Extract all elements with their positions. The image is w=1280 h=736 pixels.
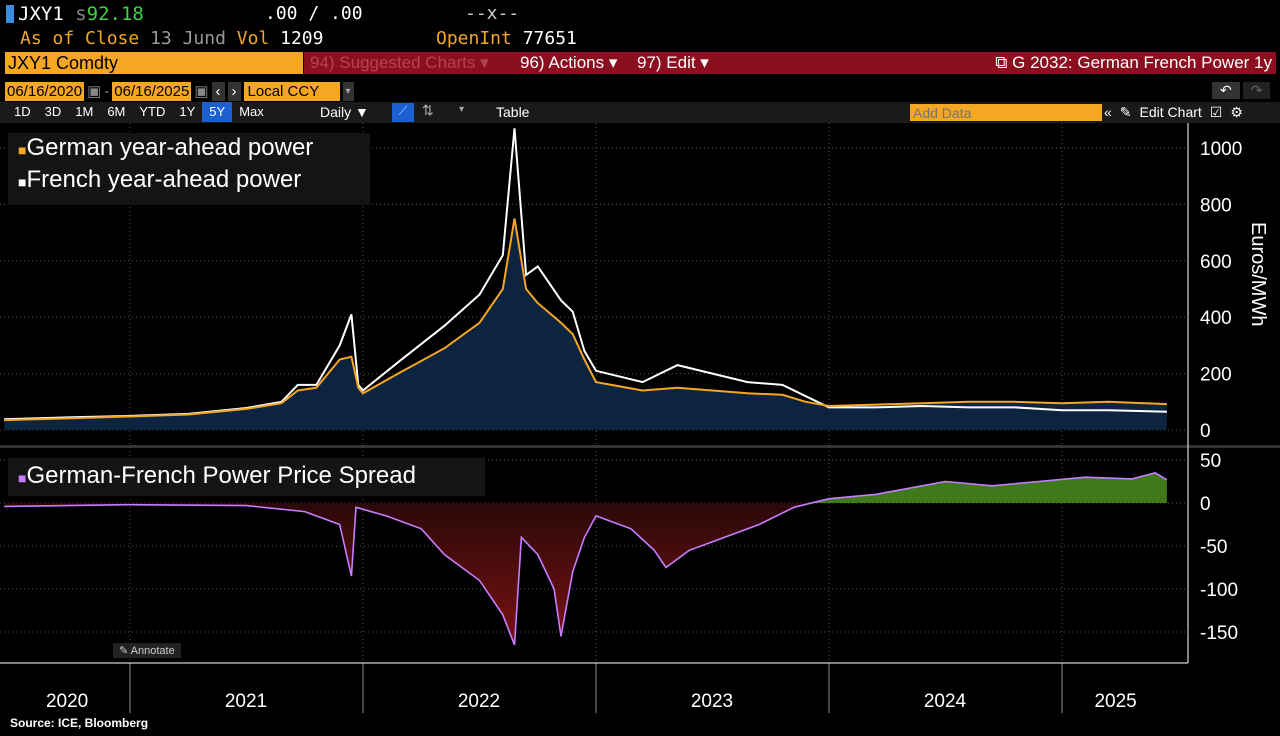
x-tick-label: 2022 <box>458 691 500 712</box>
change: --x-- <box>465 3 520 24</box>
y-tick-label: -150 <box>1200 623 1238 644</box>
chart-type-dropdown-icon[interactable]: ▾ <box>459 104 465 115</box>
bar-chart-icon[interactable]: ⇅ <box>422 102 434 118</box>
actions-button[interactable]: 96) Actions ▾ <box>514 52 632 74</box>
open-interest: 77651 <box>522 28 577 49</box>
table-button[interactable]: Table <box>496 104 530 120</box>
period-max[interactable]: Max <box>239 104 264 119</box>
panel-divider <box>0 445 1280 448</box>
period-ytd[interactable]: YTD <box>139 104 166 119</box>
period-selector: 1D 3D 1M 6M YTD 1Y 5Y Max <box>7 102 271 122</box>
y-tick-label: 800 <box>1200 195 1232 216</box>
period-3d[interactable]: 3D <box>44 104 62 119</box>
spread-line <box>4 472 1168 646</box>
pencil-icon: ✎ <box>1119 104 1132 120</box>
launch-icon[interactable]: ⧉ <box>995 53 1008 72</box>
legend-spread: German-French Power Price Spread <box>26 462 416 489</box>
date-separator: - <box>104 83 110 100</box>
last-price: 92.18 <box>86 3 144 25</box>
currency-select[interactable]: Local CCY <box>243 82 340 101</box>
source-note: Source: ICE, Bloomberg <box>10 716 149 730</box>
bottom-legend: ■German-French Power Price Spread <box>8 458 485 496</box>
oi-label: OpenInt <box>436 28 512 49</box>
currency-dropdown-icon[interactable]: ▾ <box>342 82 354 101</box>
add-data-input[interactable] <box>910 104 1102 121</box>
x-tick-label: 2023 <box>691 691 733 712</box>
ticker: JXY1 <box>18 3 64 25</box>
y-tick-label: 0 <box>1200 494 1211 515</box>
y-axis-label: Euros/MWh <box>1247 222 1269 327</box>
period-1m[interactable]: 1M <box>75 104 94 119</box>
french-price-line <box>4 128 1167 421</box>
edit-button[interactable]: 97) Edit ▾ <box>631 52 722 74</box>
y-tick-label: 1000 <box>1200 139 1242 160</box>
as-of-label: As of Close <box>20 28 140 49</box>
spread-legend-swatch: ■ <box>18 470 27 486</box>
annotate-label: Annotate <box>130 645 175 657</box>
redo-icon[interactable]: ↷ <box>1242 82 1271 99</box>
undo-icon[interactable]: ↶ <box>1212 82 1240 99</box>
y-tick-label: -50 <box>1200 537 1227 558</box>
as-of-date: 13 Jund <box>150 28 226 49</box>
german-price-line <box>4 218 1167 422</box>
x-tick-label: 2020 <box>46 691 88 712</box>
chart-area[interactable]: 0 200 400 600 800 1000 50 0 -50 -100 -150 2020 2021 2… <box>0 123 1280 718</box>
y-tick-label: 600 <box>1200 252 1232 273</box>
collapse-icon[interactable]: « <box>1104 104 1112 120</box>
y-tick-label: 0 <box>1200 421 1211 442</box>
legend-german: German year-ahead power <box>26 134 314 161</box>
annotate-button[interactable]: ✎ Annotate <box>113 643 181 658</box>
line-chart-icon[interactable]: ⟋ <box>392 103 414 122</box>
calendar-icon[interactable]: ▣ <box>194 83 209 100</box>
edit-icon[interactable]: ☑ <box>1209 104 1223 120</box>
y-tick-label: 50 <box>1200 451 1221 472</box>
suggested-charts-button[interactable]: 94) Suggested Charts ▾ <box>304 52 515 74</box>
volume: 1209 <box>280 28 324 49</box>
german-legend-swatch: ■ <box>18 142 27 158</box>
calendar-icon[interactable]: ▣ <box>87 83 102 100</box>
end-date-input[interactable]: 06/16/2025 <box>112 82 192 101</box>
quote-line: JXY1 s92.18 <box>18 3 144 25</box>
period-1d[interactable]: 1D <box>14 104 31 119</box>
period-6m[interactable]: 6M <box>107 104 126 119</box>
x-tick-label: 2024 <box>924 691 967 712</box>
security-input[interactable]: JXY1 Comdty <box>5 52 303 74</box>
x-tick-label: 2021 <box>225 691 267 712</box>
gear-icon[interactable]: ⚙ <box>1230 104 1243 120</box>
period-1y[interactable]: 1Y <box>179 104 196 119</box>
start-date-input[interactable]: 06/16/2020 <box>5 82 85 101</box>
bid-ask: .00 / .00 <box>265 3 363 24</box>
ticker-marker <box>6 5 14 23</box>
frequency-select[interactable]: Daily ▼ <box>320 104 369 120</box>
chart-title: G 2032: German French Power 1y <box>1012 53 1272 72</box>
prev-period-button[interactable]: ‹ <box>211 82 225 101</box>
edit-chart-button[interactable]: Edit Chart <box>1139 104 1202 120</box>
french-legend-swatch: ■ <box>18 174 27 190</box>
spread-positive-fill <box>4 472 1167 503</box>
vol-label: Vol <box>236 28 270 49</box>
top-legend: ■German year-ahead power ■French year-ah… <box>8 133 370 205</box>
y-tick-label: -100 <box>1200 580 1238 601</box>
x-tick-label: 2025 <box>1094 691 1136 712</box>
period-5y[interactable]: 5Y <box>202 102 233 122</box>
spread-negative-fill <box>4 503 1167 645</box>
y-tick-label: 400 <box>1200 308 1232 329</box>
next-period-button[interactable]: › <box>227 82 241 101</box>
y-tick-label: 200 <box>1200 365 1232 386</box>
price-prefix: s <box>75 3 87 25</box>
legend-french: French year-ahead power <box>26 166 302 193</box>
